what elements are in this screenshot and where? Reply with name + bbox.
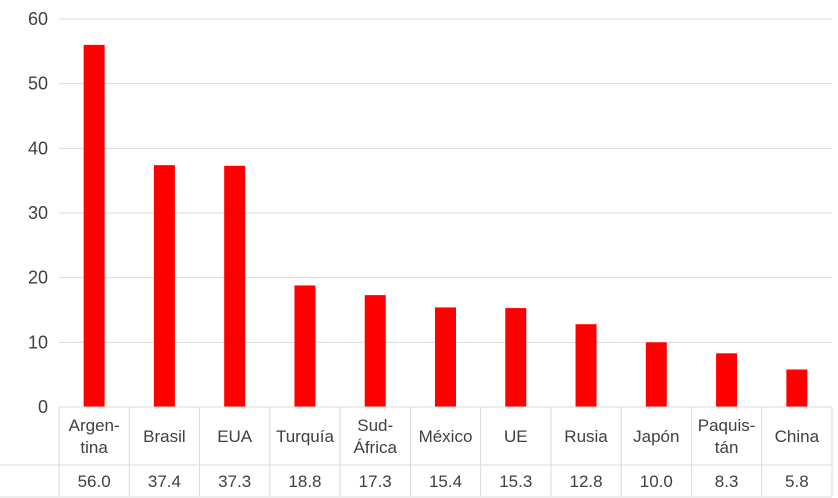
category-label: Paquis- bbox=[698, 416, 756, 435]
y-axis-tick-labels: 0 10 20 30 40 50 60 bbox=[28, 9, 48, 417]
y-tick-label: 50 bbox=[28, 74, 48, 94]
category-label: China bbox=[775, 427, 820, 446]
category-label: Turquía bbox=[276, 427, 335, 446]
bar bbox=[294, 285, 316, 407]
value-label: 12.8 bbox=[569, 472, 602, 491]
y-tick-label: 40 bbox=[28, 138, 48, 158]
y-tick-label: 10 bbox=[28, 332, 48, 352]
bar bbox=[224, 165, 246, 407]
value-label: 17.3 bbox=[359, 472, 392, 491]
bar bbox=[575, 324, 597, 407]
category-label: EUA bbox=[217, 427, 253, 446]
value-label: 15.4 bbox=[429, 472, 462, 491]
bar bbox=[364, 295, 386, 407]
category-label: Argen- bbox=[69, 416, 120, 435]
bar bbox=[786, 369, 808, 407]
bar bbox=[645, 342, 667, 407]
value-label: 56.0 bbox=[78, 472, 111, 491]
y-tick-label: 20 bbox=[28, 268, 48, 288]
category-label: tina bbox=[80, 438, 108, 457]
value-label: 8.3 bbox=[715, 472, 739, 491]
category-label: Brasil bbox=[143, 427, 186, 446]
y-tick-label: 30 bbox=[28, 203, 48, 223]
category-label: Rusia bbox=[564, 427, 608, 446]
category-label: Sud- bbox=[357, 416, 393, 435]
bar bbox=[435, 307, 456, 407]
value-label: 37.3 bbox=[218, 472, 251, 491]
category-label: África bbox=[353, 438, 397, 457]
value-label: 5.8 bbox=[785, 472, 809, 491]
value-label: 15.3 bbox=[499, 472, 532, 491]
category-label: Japón bbox=[633, 427, 679, 446]
value-label: 10.0 bbox=[640, 472, 673, 491]
category-label: UE bbox=[504, 427, 528, 446]
bar bbox=[153, 165, 175, 407]
y-tick-label: 60 bbox=[28, 9, 48, 29]
bars bbox=[83, 44, 808, 407]
value-label: 18.8 bbox=[288, 472, 321, 491]
category-label: tán bbox=[715, 438, 739, 457]
bar bbox=[505, 308, 527, 407]
data-table: Argen-tina 56.0 Brasil 37.4 EUA 37.3 Turquía 18… bbox=[0, 406, 833, 498]
gridlines bbox=[59, 18, 832, 343]
bar bbox=[83, 44, 105, 407]
bar bbox=[716, 353, 738, 407]
category-label: México bbox=[419, 427, 473, 446]
y-tick-label: 0 bbox=[38, 397, 48, 417]
value-label: 37.4 bbox=[148, 472, 181, 491]
